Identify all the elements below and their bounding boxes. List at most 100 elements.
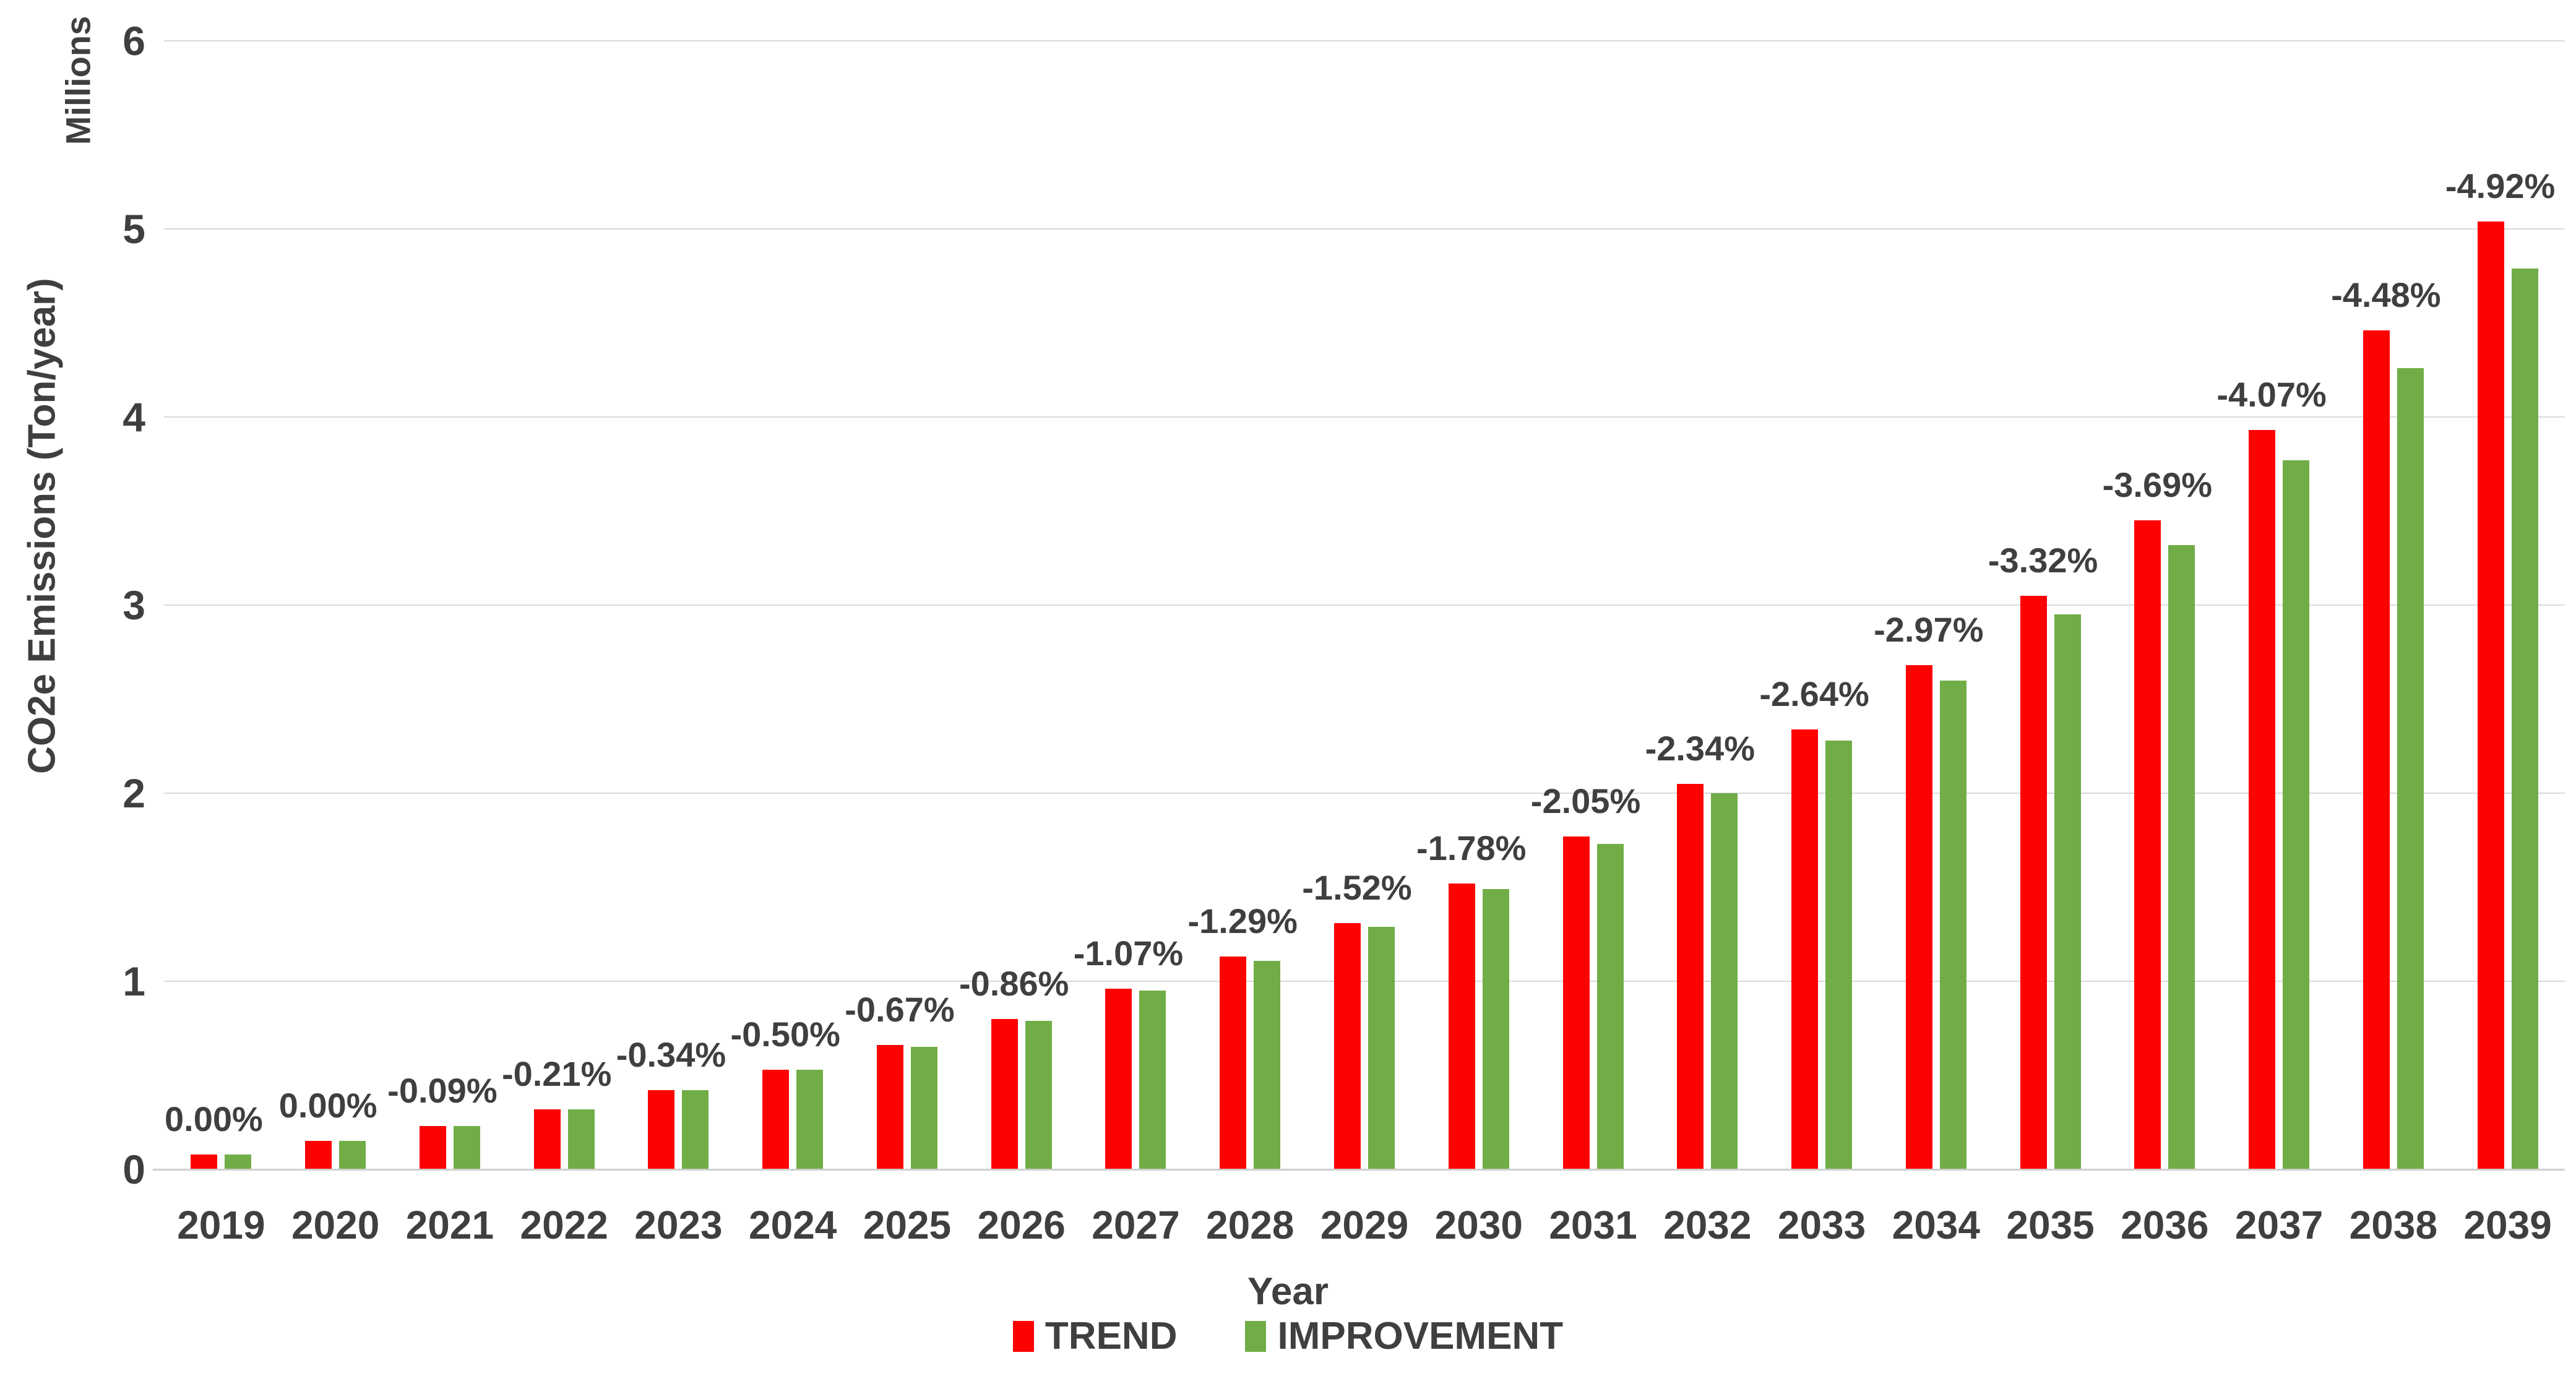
improvement-bar bbox=[2283, 460, 2310, 1169]
improvement-bar bbox=[2054, 614, 2081, 1169]
trend-bar bbox=[648, 1090, 675, 1169]
trend-bar bbox=[533, 1109, 561, 1169]
improvement-percent-label: -4.92% bbox=[2445, 166, 2556, 205]
legend: TREND IMPROVEMENT bbox=[0, 1314, 2576, 1358]
x-tick-label: 2032 bbox=[1663, 1203, 1752, 1247]
x-tick-label: 2038 bbox=[2349, 1203, 2438, 1247]
improvement-legend-swatch bbox=[1245, 1320, 1267, 1352]
improvement-percent-label: -3.32% bbox=[1988, 540, 2098, 580]
x-tick-label: 2030 bbox=[1434, 1203, 1523, 1247]
gridline-2 bbox=[164, 793, 2565, 794]
trend-bar bbox=[1562, 836, 1590, 1169]
improvement-percent-label: 0.00% bbox=[164, 1099, 263, 1138]
x-tick-label: 2034 bbox=[1892, 1203, 1980, 1247]
trend-bar bbox=[191, 1154, 218, 1169]
x-tick-label: 2031 bbox=[1549, 1203, 1637, 1247]
improvement-bar bbox=[1939, 680, 1966, 1169]
trend-bar bbox=[1905, 665, 1932, 1169]
improvement-bar bbox=[910, 1047, 937, 1169]
improvement-bar bbox=[1368, 926, 1395, 1169]
x-tick-label: 2037 bbox=[2234, 1203, 2324, 1247]
improvement-percent-label: -1.07% bbox=[1073, 934, 1184, 973]
improvement-legend-label: IMPROVEMENT bbox=[1277, 1315, 1564, 1357]
trend-bar bbox=[1105, 989, 1132, 1169]
x-tick-label: 2036 bbox=[2121, 1203, 2209, 1247]
x-tick-label: 2021 bbox=[405, 1203, 494, 1247]
plot-area: 0.00% 0.00% -0.09% -0.21% -0.34% -0.50% -0.67%… bbox=[153, 40, 2565, 1171]
y-tick-label: 3 bbox=[123, 582, 145, 628]
improvement-bar bbox=[1711, 793, 1738, 1169]
improvement-percent-label: -2.64% bbox=[1759, 674, 1869, 713]
improvement-percent-label: -1.29% bbox=[1187, 901, 1298, 941]
legend-item-trend: TREND bbox=[1012, 1314, 1178, 1358]
improvement-bar bbox=[453, 1126, 480, 1169]
gridline-1 bbox=[164, 981, 2565, 982]
x-tick-label: 2039 bbox=[2463, 1203, 2552, 1247]
improvement-bar bbox=[225, 1154, 252, 1169]
improvement-percent-label: -1.52% bbox=[1302, 867, 1412, 907]
improvement-percent-label: -0.86% bbox=[958, 963, 1069, 1003]
trend-bar bbox=[1220, 957, 1247, 1169]
y-axis-title: CO2e Emissions (Ton/year) bbox=[20, 278, 64, 774]
improvement-percent-label: -0.67% bbox=[845, 990, 955, 1030]
x-tick-label: 2033 bbox=[1777, 1203, 1866, 1247]
improvement-percent-label: -0.09% bbox=[387, 1071, 498, 1111]
improvement-bar bbox=[1025, 1020, 1052, 1169]
improvement-bar bbox=[2397, 368, 2424, 1169]
x-tick-label: 2023 bbox=[634, 1203, 723, 1247]
x-axis-line bbox=[153, 1169, 2565, 1171]
improvement-bar bbox=[796, 1069, 824, 1169]
x-axis-title: Year bbox=[1247, 1270, 1329, 1313]
improvement-bar bbox=[682, 1090, 709, 1169]
trend-bar bbox=[2020, 595, 2047, 1169]
improvement-percent-label: 0.00% bbox=[278, 1086, 377, 1125]
trend-bar bbox=[1334, 922, 1361, 1169]
x-tick-label: 2029 bbox=[1320, 1203, 1409, 1247]
trend-bar bbox=[1677, 783, 1704, 1169]
x-tick-label: 2027 bbox=[1092, 1203, 1180, 1247]
x-tick-label: 2028 bbox=[1206, 1203, 1294, 1247]
improvement-percent-label: -0.34% bbox=[616, 1035, 726, 1075]
x-tick-label: 2035 bbox=[2006, 1203, 2095, 1247]
x-tick-label: 2020 bbox=[291, 1203, 380, 1247]
x-tick-label: 2025 bbox=[863, 1203, 952, 1247]
improvement-percent-label: -0.21% bbox=[501, 1054, 612, 1093]
y-tick-label: 5 bbox=[123, 206, 145, 252]
trend-bar bbox=[2477, 221, 2504, 1169]
improvement-percent-label: -4.07% bbox=[2216, 375, 2327, 415]
trend-bar bbox=[876, 1045, 903, 1169]
gridline-5 bbox=[164, 228, 2565, 230]
improvement-bar bbox=[1825, 740, 1853, 1169]
trend-legend-swatch bbox=[1012, 1320, 1034, 1352]
improvement-bar bbox=[2511, 268, 2538, 1169]
trend-legend-label: TREND bbox=[1045, 1315, 1178, 1357]
improvement-percent-label: -4.48% bbox=[2331, 275, 2441, 315]
improvement-bar bbox=[1254, 960, 1281, 1169]
trend-bar bbox=[991, 1018, 1018, 1169]
x-tick-label: 2022 bbox=[520, 1203, 608, 1247]
trend-bar bbox=[419, 1126, 446, 1169]
improvement-percent-label: -2.34% bbox=[1645, 728, 1755, 768]
improvement-percent-label: -0.50% bbox=[730, 1014, 840, 1054]
y-tick-label: 2 bbox=[123, 770, 145, 816]
improvement-bar bbox=[1596, 844, 1624, 1169]
improvement-bar bbox=[339, 1141, 366, 1169]
legend-item-improvement: IMPROVEMENT bbox=[1245, 1314, 1563, 1358]
x-tick-label: 2026 bbox=[977, 1203, 1066, 1247]
trend-bar bbox=[1448, 883, 1475, 1169]
gridline-6 bbox=[164, 40, 2565, 41]
trend-bar bbox=[1791, 729, 1819, 1169]
y-tick-label: 1 bbox=[123, 958, 145, 1004]
gridline-3 bbox=[164, 604, 2565, 606]
trend-bar bbox=[305, 1141, 332, 1169]
improvement-percent-label: -3.69% bbox=[2102, 465, 2213, 505]
improvement-bar bbox=[1139, 991, 1166, 1169]
gridline-4 bbox=[164, 416, 2565, 418]
trend-bar bbox=[2249, 430, 2276, 1169]
improvement-percent-label: -2.97% bbox=[1874, 610, 1984, 650]
y-tick-label: 6 bbox=[123, 18, 145, 64]
trend-bar bbox=[2363, 330, 2390, 1169]
trend-bar bbox=[2134, 520, 2161, 1169]
x-tick-label: 2024 bbox=[749, 1203, 837, 1247]
